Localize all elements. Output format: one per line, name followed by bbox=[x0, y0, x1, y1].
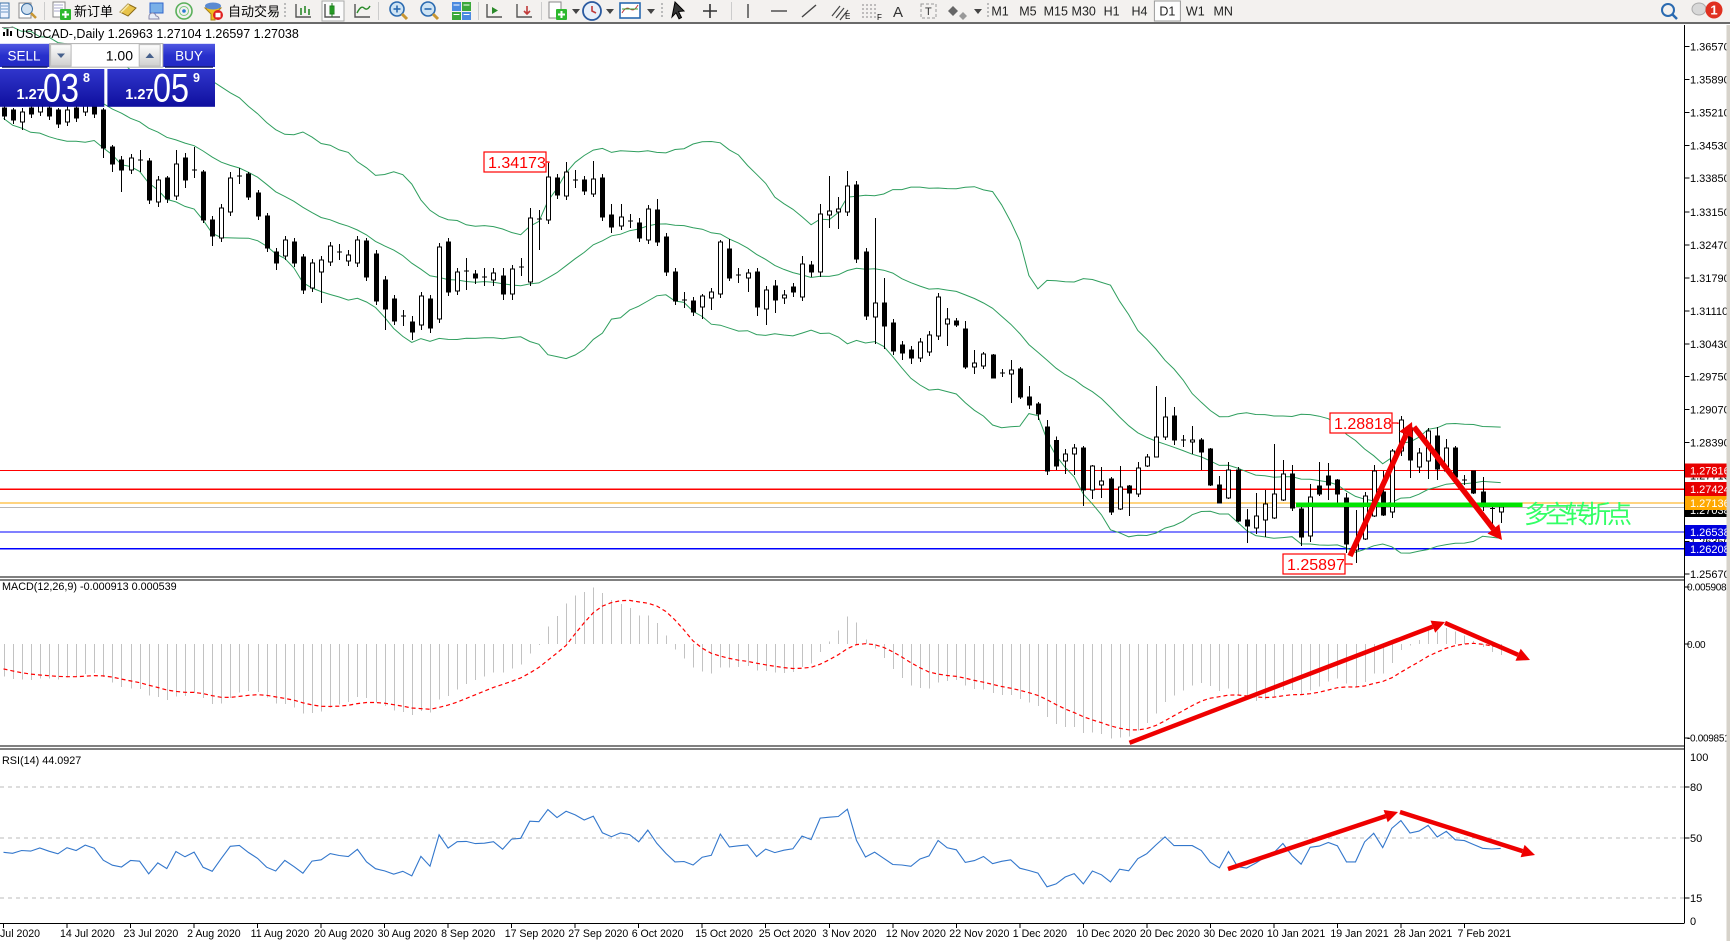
svg-text:M5: M5 bbox=[1019, 5, 1036, 19]
svg-text:1.35890: 1.35890 bbox=[1690, 75, 1730, 87]
svg-text:1.29750: 1.29750 bbox=[1690, 372, 1730, 384]
svg-text:25 Oct 2020: 25 Oct 2020 bbox=[759, 928, 817, 940]
svg-text:19 Jan 2021: 19 Jan 2021 bbox=[1330, 928, 1388, 940]
svg-text:0.00: 0.00 bbox=[1687, 640, 1706, 651]
svg-text:8 Sep 2020: 8 Sep 2020 bbox=[441, 928, 495, 940]
svg-text:12 Nov 2020: 12 Nov 2020 bbox=[886, 928, 946, 940]
svg-text:H4: H4 bbox=[1132, 5, 1148, 19]
svg-text:1.33850: 1.33850 bbox=[1690, 173, 1730, 185]
svg-text:1.32470: 1.32470 bbox=[1690, 240, 1730, 252]
svg-text:A: A bbox=[893, 4, 903, 21]
svg-text:1.34530: 1.34530 bbox=[1690, 140, 1730, 152]
svg-text:1.27136: 1.27136 bbox=[1690, 498, 1730, 510]
svg-text:1.28818: 1.28818 bbox=[1334, 416, 1392, 433]
svg-text:1 Dec 2020: 1 Dec 2020 bbox=[1013, 928, 1067, 940]
svg-text:1.25897: 1.25897 bbox=[1287, 557, 1345, 574]
svg-text:20 Dec 2020: 20 Dec 2020 bbox=[1140, 928, 1200, 940]
svg-text:100: 100 bbox=[1690, 752, 1708, 764]
svg-text:RSI(14) 44.0927: RSI(14) 44.0927 bbox=[2, 755, 81, 767]
svg-text:MACD(12,26,9) -0.000913 0.0005: MACD(12,26,9) -0.000913 0.000539 bbox=[2, 581, 177, 593]
svg-text:0.005908: 0.005908 bbox=[1687, 583, 1727, 594]
svg-text:BUY: BUY bbox=[175, 49, 203, 64]
svg-text:T: T bbox=[925, 6, 932, 18]
svg-text:23 Jul 2020: 23 Jul 2020 bbox=[124, 928, 179, 940]
svg-text:50: 50 bbox=[1690, 833, 1702, 845]
svg-text:17 Sep 2020: 17 Sep 2020 bbox=[505, 928, 565, 940]
svg-text:0: 0 bbox=[1690, 916, 1696, 928]
svg-text:10 Jan 2021: 10 Jan 2021 bbox=[1267, 928, 1325, 940]
svg-text:新订单: 新订单 bbox=[74, 4, 113, 19]
svg-text:F: F bbox=[877, 13, 882, 22]
svg-text:30 Dec 2020: 30 Dec 2020 bbox=[1203, 928, 1263, 940]
svg-text:80: 80 bbox=[1690, 782, 1702, 794]
svg-text:1.36570: 1.36570 bbox=[1690, 42, 1730, 54]
svg-text:H1: H1 bbox=[1104, 5, 1120, 19]
svg-text:M1: M1 bbox=[991, 5, 1008, 19]
svg-text:1.35210: 1.35210 bbox=[1690, 107, 1730, 119]
svg-text:03: 03 bbox=[43, 67, 79, 111]
svg-text:自动交易: 自动交易 bbox=[228, 4, 280, 19]
svg-text:M30: M30 bbox=[1072, 5, 1096, 19]
svg-text:W1: W1 bbox=[1186, 5, 1205, 19]
svg-text:-0.009851: -0.009851 bbox=[1687, 734, 1730, 745]
svg-text:1.00: 1.00 bbox=[106, 48, 133, 64]
svg-text:10 Dec 2020: 10 Dec 2020 bbox=[1076, 928, 1136, 940]
svg-text:8: 8 bbox=[83, 71, 90, 85]
svg-text:9: 9 bbox=[193, 71, 200, 85]
svg-text:27 Sep 2020: 27 Sep 2020 bbox=[568, 928, 628, 940]
svg-text:E: E bbox=[845, 12, 850, 21]
svg-text:1.27: 1.27 bbox=[125, 87, 153, 103]
svg-text:11 Aug 2020: 11 Aug 2020 bbox=[251, 928, 310, 940]
svg-text:1.29070: 1.29070 bbox=[1690, 405, 1730, 417]
svg-text:1.25670: 1.25670 bbox=[1690, 569, 1730, 581]
svg-text:Jul 2020: Jul 2020 bbox=[0, 928, 40, 940]
svg-text:1.27: 1.27 bbox=[17, 87, 45, 103]
svg-text:20 Aug 2020: 20 Aug 2020 bbox=[314, 928, 374, 940]
svg-text:1.26538: 1.26538 bbox=[1690, 527, 1730, 539]
svg-text:1.33150: 1.33150 bbox=[1690, 207, 1730, 219]
svg-text:15 Oct 2020: 15 Oct 2020 bbox=[695, 928, 753, 940]
svg-text:7 Feb 2021: 7 Feb 2021 bbox=[1458, 928, 1512, 940]
svg-text:1.27424: 1.27424 bbox=[1690, 484, 1730, 496]
svg-text:1: 1 bbox=[1710, 3, 1717, 18]
svg-text:15: 15 bbox=[1690, 893, 1702, 905]
svg-text:1.30430: 1.30430 bbox=[1690, 339, 1730, 351]
svg-text:1.31790: 1.31790 bbox=[1690, 273, 1730, 285]
svg-text:1.34173: 1.34173 bbox=[488, 155, 546, 172]
svg-text:M15: M15 bbox=[1044, 5, 1068, 19]
svg-text:D1: D1 bbox=[1159, 5, 1175, 19]
svg-text:14 Jul 2020: 14 Jul 2020 bbox=[60, 928, 115, 940]
svg-text:多空转折点: 多空转折点 bbox=[1524, 501, 1632, 529]
svg-text:22 Nov 2020: 22 Nov 2020 bbox=[949, 928, 1009, 940]
svg-text:2 Aug 2020: 2 Aug 2020 bbox=[187, 928, 241, 940]
svg-text:28 Jan 2021: 28 Jan 2021 bbox=[1394, 928, 1452, 940]
svg-text:SELL: SELL bbox=[7, 49, 41, 64]
svg-text:USDCAD-,Daily 1.26963 1.27104: USDCAD-,Daily 1.26963 1.27104 1.26597 1.… bbox=[16, 27, 299, 41]
svg-text:1.26208: 1.26208 bbox=[1690, 544, 1730, 556]
svg-text:05: 05 bbox=[153, 67, 189, 111]
svg-text:1.27816: 1.27816 bbox=[1690, 465, 1730, 477]
svg-text:6 Oct 2020: 6 Oct 2020 bbox=[632, 928, 684, 940]
svg-text:30 Aug 2020: 30 Aug 2020 bbox=[378, 928, 438, 940]
svg-text:3 Nov 2020: 3 Nov 2020 bbox=[822, 928, 876, 940]
svg-text:MN: MN bbox=[1213, 5, 1232, 19]
svg-text:1.28390: 1.28390 bbox=[1690, 438, 1730, 450]
svg-text:1.31110: 1.31110 bbox=[1690, 306, 1728, 318]
